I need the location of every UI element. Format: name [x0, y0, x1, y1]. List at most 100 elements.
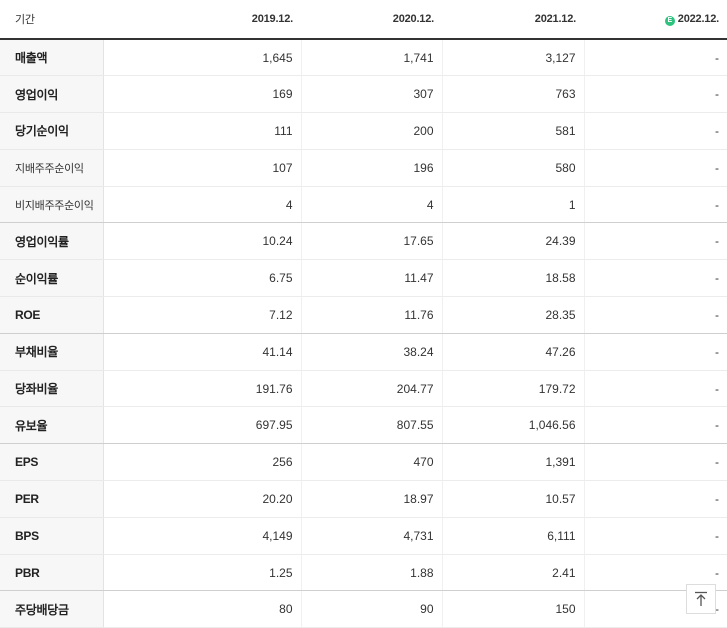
value-cell: 111	[103, 112, 302, 150]
value-cell: 150	[442, 590, 585, 628]
value-cell: 4,149	[103, 517, 302, 555]
table-row: BPS 4,149 4,731 6,111-	[0, 517, 727, 555]
value-cell: 20.20	[103, 480, 302, 518]
value-cell: 204.77	[301, 370, 443, 408]
value-cell: 697.95	[103, 406, 302, 445]
value-cell: -	[584, 149, 727, 187]
value-cell: 6,111	[442, 517, 585, 555]
row-label: BPS	[0, 517, 104, 555]
table-row: 당좌비율 191.76 204.77 179.72-	[0, 370, 727, 408]
row-label: 순이익률	[0, 259, 104, 298]
value-cell: 4	[301, 186, 443, 224]
value-cell: -	[584, 333, 727, 371]
value-cell: 256	[103, 443, 302, 482]
value-cell: -	[584, 296, 727, 334]
row-label: 지배주주순이익	[0, 149, 104, 187]
row-label: 영업이익	[0, 75, 104, 114]
value-cell: 38.24	[301, 333, 443, 371]
table-body: 매출액 1,645 1,741 3,127- 영업이익 169 307 763- 당기순이익 11…	[0, 39, 727, 628]
value-cell: 1.25	[103, 554, 302, 592]
scroll-to-top-button[interactable]	[686, 584, 716, 614]
row-label: 유보율	[0, 406, 104, 445]
row-label: 영업이익률	[0, 222, 104, 261]
row-label: EPS	[0, 443, 104, 482]
value-cell: -	[584, 370, 727, 408]
value-cell: 107	[103, 149, 302, 187]
row-label: 부채비율	[0, 333, 104, 371]
row-label: 당좌비율	[0, 370, 104, 408]
period-header-2021: 2021.12.	[442, 0, 584, 40]
table-row: PBR 1.25 1.88 2.41-	[0, 554, 727, 592]
value-cell: 4,731	[301, 517, 443, 555]
row-label: PBR	[0, 554, 104, 592]
period-header-2022-estimate: E 2022.12.	[584, 0, 727, 40]
value-cell: 41.14	[103, 333, 302, 371]
row-label: 비지배주주순이익	[0, 186, 104, 224]
value-cell: 10.57	[442, 480, 585, 518]
table-row: 당기순이익 111 200 581-	[0, 112, 727, 150]
row-label: ROE	[0, 296, 104, 334]
value-cell: 24.39	[442, 222, 585, 261]
table-row: 순이익률 6.75 11.47 18.58-	[0, 259, 727, 298]
value-cell: 1.88	[301, 554, 443, 592]
arrow-up-to-top-icon	[695, 591, 707, 606]
value-cell: 179.72	[442, 370, 585, 408]
header-row: 기간 2019.12. 2020.12. 2021.12. E 2022.12.	[0, 0, 727, 40]
table-row: 매출액 1,645 1,741 3,127-	[0, 39, 727, 77]
value-cell: -	[584, 75, 727, 114]
value-cell: 3,127	[442, 39, 585, 77]
table-row: 영업이익률 10.24 17.65 24.39-	[0, 222, 727, 261]
value-cell: 1,391	[442, 443, 585, 482]
value-cell: 2.41	[442, 554, 585, 592]
period-header-2022-label: 2022.12.	[677, 12, 719, 25]
value-cell: -	[584, 443, 727, 482]
value-cell: 470	[301, 443, 443, 482]
table-row: EPS 256 470 1,391-	[0, 443, 727, 482]
value-cell: 763	[442, 75, 585, 114]
value-cell: -	[584, 406, 727, 445]
row-label: 매출액	[0, 39, 104, 77]
value-cell: -	[584, 112, 727, 150]
value-cell: 307	[301, 75, 443, 114]
table-row: 부채비율 41.14 38.24 47.26-	[0, 333, 727, 371]
value-cell: 90	[301, 590, 443, 628]
value-cell: 17.65	[301, 222, 443, 261]
period-header-label: 기간	[0, 0, 103, 40]
value-cell: -	[584, 259, 727, 298]
table-row: 지배주주순이익 107 196 580-	[0, 149, 727, 187]
value-cell: 7.12	[103, 296, 302, 334]
value-cell: 200	[301, 112, 443, 150]
value-cell: 11.76	[301, 296, 443, 334]
value-cell: 18.97	[301, 480, 443, 518]
table-row: 영업이익 169 307 763-	[0, 75, 727, 114]
value-cell: -	[584, 186, 727, 224]
value-cell: 807.55	[301, 406, 443, 445]
value-cell: 1,645	[103, 39, 302, 77]
table-row: PER 20.20 18.97 10.57-	[0, 480, 727, 518]
value-cell: 196	[301, 149, 443, 187]
value-cell: -	[584, 39, 727, 77]
table-row: 유보율 697.95 807.55 1,046.56-	[0, 406, 727, 445]
value-cell: 10.24	[103, 222, 302, 261]
row-label: 주당배당금	[0, 590, 104, 628]
period-header-2020: 2020.12.	[301, 0, 442, 40]
value-cell: -	[584, 480, 727, 518]
table-header: 기간 2019.12. 2020.12. 2021.12. E 2022.12.	[0, 0, 727, 40]
value-cell: 191.76	[103, 370, 302, 408]
row-label: PER	[0, 480, 104, 518]
table-row: 비지배주주순이익 4 4 1-	[0, 186, 727, 224]
value-cell: -	[584, 222, 727, 261]
value-cell: 1,046.56	[442, 406, 585, 445]
value-cell: 6.75	[103, 259, 302, 298]
value-cell: 4	[103, 186, 302, 224]
value-cell: 169	[103, 75, 302, 114]
value-cell: -	[584, 517, 727, 555]
value-cell: 47.26	[442, 333, 585, 371]
period-header-2019: 2019.12.	[103, 0, 301, 40]
value-cell: 11.47	[301, 259, 443, 298]
value-cell: 1,741	[301, 39, 443, 77]
row-label: 당기순이익	[0, 112, 104, 150]
value-cell: 1	[442, 186, 585, 224]
table-row: ROE 7.12 11.76 28.35-	[0, 296, 727, 334]
